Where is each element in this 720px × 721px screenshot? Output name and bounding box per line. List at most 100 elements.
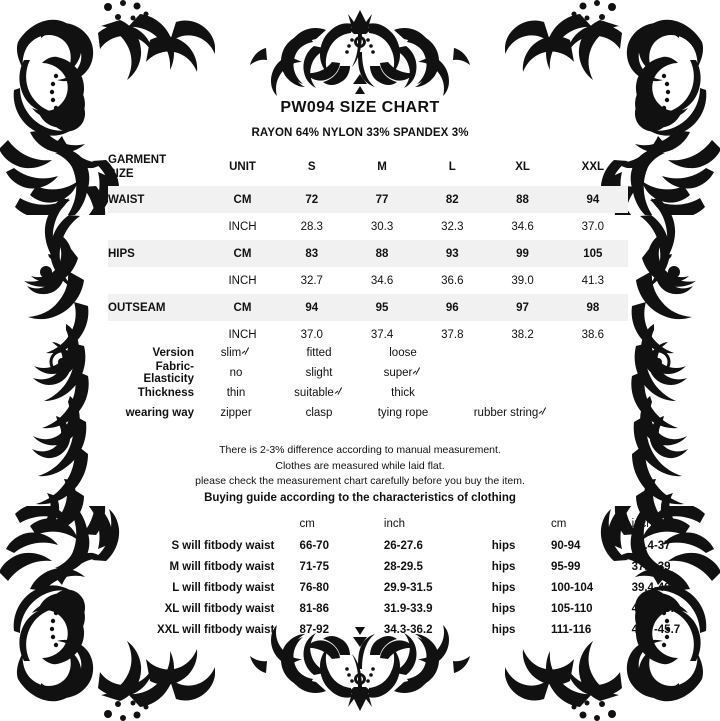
buying-guide-header-row: cm inch cm inch [150, 512, 720, 535]
cell-value: 94 [586, 193, 600, 206]
cell-value: 37.0 [581, 220, 605, 233]
option-text: slight [305, 367, 333, 379]
attribute-option[interactable]: loose [360, 347, 446, 359]
option-text: thick [391, 387, 415, 399]
cell-value: 93 [445, 247, 459, 260]
row-unit: CM [233, 301, 252, 314]
note-line: please check the measurement chart caref… [195, 475, 525, 487]
attribute-option[interactable]: suitable [278, 387, 360, 399]
row-unit: INCH [228, 220, 257, 233]
attribute-row-version: Version slim fitted loose [108, 343, 578, 363]
cell-value: 38.2 [511, 328, 534, 341]
unit-header: UNIT [229, 161, 256, 173]
attribute-option[interactable]: clasp [278, 407, 360, 419]
guide-waist-cm: 71-75 [299, 560, 329, 573]
garment-size-line2: SIZE [108, 168, 134, 180]
cell-value: 82 [445, 193, 459, 206]
option-text: rubber string [473, 407, 539, 419]
attribute-option[interactable]: super [360, 367, 446, 379]
attribute-label: Version [152, 347, 194, 359]
guide-waist-inch: 34.3-36.2 [383, 623, 433, 636]
guide-hips-inch: 43.7-45.7 [631, 623, 681, 636]
table-row: INCH 28.3 30.3 32.3 34.6 37.0 [108, 213, 628, 240]
page-title: PW094 SIZE CHART [280, 99, 440, 116]
size-header-xxl: XXL [581, 161, 605, 173]
option-text: slim [220, 347, 242, 359]
row-unit: CM [233, 193, 252, 206]
attribute-option[interactable]: rubber string [446, 407, 576, 419]
guide-hips-cm: 100-104 [550, 581, 594, 594]
attribute-row-thickness: Thickness thin suitable thick [108, 383, 578, 403]
fabric-composition: RAYON 64% NYLON 33% SPANDEX 3% [251, 127, 469, 139]
attribute-option[interactable]: thick [360, 387, 446, 399]
attribute-option[interactable]: tying rope [360, 407, 446, 419]
cell-value: 39.0 [511, 274, 534, 287]
attribute-option[interactable]: fitted [278, 347, 360, 359]
attribute-option[interactable]: slim [194, 347, 278, 359]
cell-value: 32.7 [300, 274, 323, 287]
note-line: There is 2-3% difference according to ma… [219, 444, 501, 456]
row-label-empty [108, 267, 208, 294]
cell-value: 96 [445, 301, 459, 314]
cell-value: 32.3 [441, 220, 464, 233]
row-label-waist: WAIST [108, 193, 145, 206]
guide-hips-inch: 39.4-40.9 [631, 581, 681, 594]
cell-value: 37.8 [441, 328, 464, 341]
table-row: INCH 32.7 34.6 36.6 39.0 41.3 [108, 267, 628, 294]
attribute-label: wearing way [125, 407, 194, 419]
check-icon [413, 368, 422, 377]
guide-hips-label: hips [491, 560, 516, 573]
guide-part: body waist [214, 560, 275, 573]
cell-value: 98 [586, 301, 600, 314]
size-header-s: S [307, 161, 316, 173]
size-table-header-row: GARMENT SIZE UNIT S M L XL XXL [108, 148, 628, 186]
cell-value: 36.6 [441, 274, 464, 287]
attribute-option[interactable]: slight [278, 367, 360, 379]
attribute-option[interactable]: no [194, 367, 278, 379]
guide-hips-label: hips [491, 581, 516, 594]
garment-size-line1: GARMENT [108, 154, 167, 166]
size-header-l: L [448, 161, 456, 173]
check-icon [539, 408, 548, 417]
guide-hips-inch: 37.4-39 [631, 560, 671, 573]
attribute-row-fabric-elasticity: Fabric-Elasticity no slight super [108, 361, 578, 385]
size-header-xl: XL [515, 161, 530, 173]
cell-value: 41.3 [581, 274, 605, 287]
buying-guide-title: Buying guide according to the characteri… [204, 492, 516, 504]
row-unit: INCH [228, 274, 257, 287]
guide-header-blank [150, 512, 215, 535]
guide-header-waist-cm: cm [299, 517, 315, 530]
buying-guide-table: cm inch cm inch S will fit body waist 66… [150, 512, 720, 640]
guide-hips-cm: 111-116 [550, 623, 592, 636]
attribute-option[interactable]: zipper [194, 407, 278, 419]
option-text: zipper [220, 407, 252, 419]
cell-value: 34.6 [511, 220, 534, 233]
guide-hips-label: hips [491, 539, 516, 552]
table-row: WAIST CM 72 77 82 88 94 [108, 186, 628, 213]
guide-part: body waist [214, 602, 275, 615]
attribute-option[interactable]: thin [194, 387, 278, 399]
guide-hips-cm: 95-99 [550, 560, 581, 573]
guide-hips-inch: 35.4-37 [631, 539, 671, 552]
guide-header-hips-inch: inch [631, 517, 653, 530]
option-text: tying rope [377, 407, 429, 419]
guide-size: XL will fit [164, 602, 215, 615]
guide-size: S will fit [171, 539, 215, 552]
cell-value: 77 [375, 193, 389, 206]
cell-value: 28.3 [300, 220, 323, 233]
row-unit: INCH [228, 328, 257, 341]
table-row: HIPS CM 83 88 93 99 105 [108, 240, 628, 267]
guide-part: body waist [214, 623, 275, 636]
guide-hips-label: hips [491, 602, 516, 615]
attributes-section: Version slim fitted loose Fabric-Elastic… [108, 343, 578, 423]
list-item: XXL will fit body waist 87-92 34.3-36.2 … [150, 619, 720, 640]
row-label-outseam: OUTSEAM [108, 301, 166, 314]
option-text: no [229, 367, 243, 379]
row-label-hips: HIPS [108, 247, 135, 260]
cell-value: 88 [516, 193, 529, 206]
cell-value: 83 [305, 247, 319, 260]
option-text: thin [226, 387, 246, 399]
row-label-empty [108, 213, 208, 240]
